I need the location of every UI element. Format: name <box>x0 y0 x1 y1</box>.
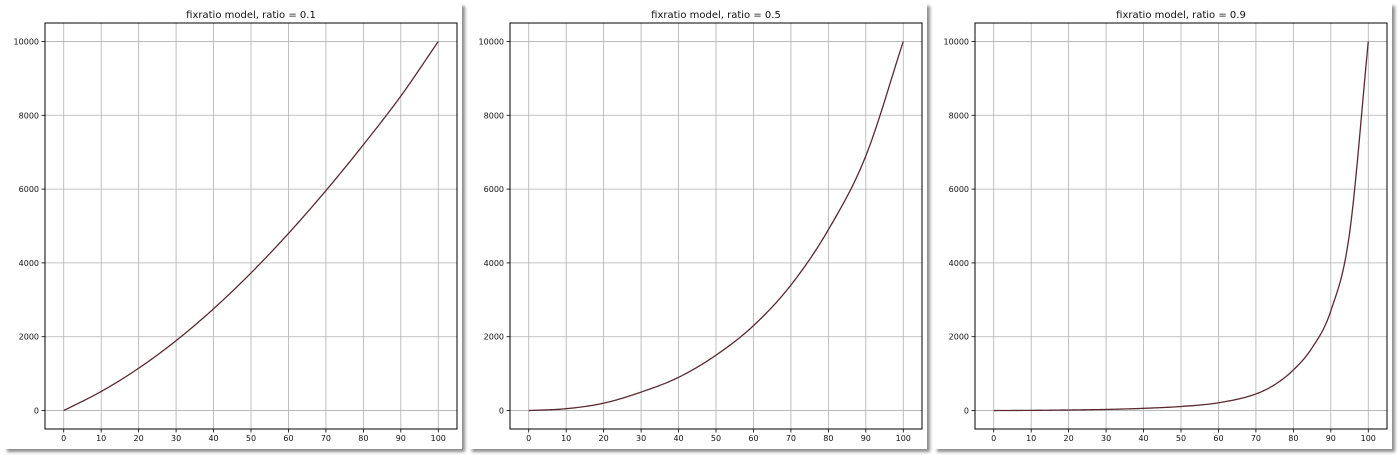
y-tick-label: 0 <box>964 407 969 416</box>
chart-panel-ratio-0.1: fixratio model, ratio = 0.1 0 10 20 30 40 50 60… <box>4 3 462 449</box>
x-tick-label: 60 <box>748 434 758 443</box>
x-tick-label: 0 <box>991 434 996 443</box>
plot-frame <box>44 22 458 430</box>
x-tick-label: 30 <box>1101 434 1111 443</box>
x-tick-label: 50 <box>246 434 256 443</box>
x-tick-label: 100 <box>431 434 446 443</box>
x-tick-label: 20 <box>134 434 144 443</box>
y-tick-label: 4000 <box>484 259 504 268</box>
x-tick-label: 90 <box>396 434 406 443</box>
y-tick-label: 0 <box>34 407 39 416</box>
y-tick-label: 8000 <box>19 111 39 120</box>
x-tick-label: 80 <box>1288 434 1298 443</box>
x-tick-label: 100 <box>1361 434 1376 443</box>
y-tick-label: 2000 <box>949 333 969 342</box>
chart-svg: fixratio model, ratio = 0.9 0 10 20 30 40 50 60… <box>944 10 1388 443</box>
y-tick-label: 8000 <box>484 111 504 120</box>
plot-frame <box>509 22 923 430</box>
series-line <box>528 41 904 412</box>
y-tick-label: 6000 <box>484 185 504 194</box>
x-tick-label: 40 <box>208 434 218 443</box>
y-tick-label: 2000 <box>19 333 39 342</box>
series-line <box>993 41 1369 412</box>
x-tick-label: 10 <box>561 434 571 443</box>
x-tick-label: 20 <box>1064 434 1074 443</box>
x-tick-label: 10 <box>1026 434 1036 443</box>
y-tick-label: 4000 <box>19 259 39 268</box>
x-tick-label: 20 <box>599 434 609 443</box>
x-tick-label: 70 <box>1251 434 1261 443</box>
plot-frame <box>974 22 1388 430</box>
y-tick-label: 2000 <box>484 333 504 342</box>
x-tick-label: 0 <box>61 434 66 443</box>
x-tick-label: 30 <box>171 434 181 443</box>
series-line <box>63 41 439 412</box>
x-tick-label: 50 <box>1176 434 1186 443</box>
chart-title: fixratio model, ratio = 0.5 <box>651 10 781 21</box>
x-tick-label: 40 <box>1138 434 1148 443</box>
x-tick-label: 60 <box>1213 434 1223 443</box>
chart-svg: fixratio model, ratio = 0.5 0 10 20 30 40 50 60… <box>479 10 923 443</box>
chart-panel-ratio-0.5: fixratio model, ratio = 0.5 0 10 20 30 40 50 60… <box>469 3 927 449</box>
y-tick-label: 6000 <box>19 185 39 194</box>
x-tick-label: 10 <box>96 434 106 443</box>
x-tick-label: 40 <box>673 434 683 443</box>
y-tick-label: 10000 <box>479 37 504 46</box>
x-tick-label: 90 <box>861 434 871 443</box>
chart-svg: fixratio model, ratio = 0.1 0 10 20 30 40 50 60… <box>14 10 458 443</box>
x-tick-label: 100 <box>896 434 911 443</box>
x-tick-label: 30 <box>636 434 646 443</box>
x-tick-label: 80 <box>358 434 368 443</box>
chart-title: fixratio model, ratio = 0.1 <box>186 10 316 21</box>
x-tick-label: 0 <box>526 434 531 443</box>
chart-panel-ratio-0.9: fixratio model, ratio = 0.9 0 10 20 30 40 50 60… <box>934 3 1392 449</box>
x-tick-label: 60 <box>283 434 293 443</box>
y-tick-label: 0 <box>499 407 504 416</box>
x-tick-label: 80 <box>823 434 833 443</box>
x-tick-label: 90 <box>1326 434 1336 443</box>
x-tick-label: 70 <box>321 434 331 443</box>
x-tick-label: 50 <box>711 434 721 443</box>
y-tick-label: 10000 <box>944 37 969 46</box>
y-tick-label: 4000 <box>949 259 969 268</box>
x-tick-label: 70 <box>786 434 796 443</box>
y-tick-label: 8000 <box>949 111 969 120</box>
chart-title: fixratio model, ratio = 0.9 <box>1116 10 1246 21</box>
y-tick-label: 10000 <box>14 37 39 46</box>
y-tick-label: 6000 <box>949 185 969 194</box>
